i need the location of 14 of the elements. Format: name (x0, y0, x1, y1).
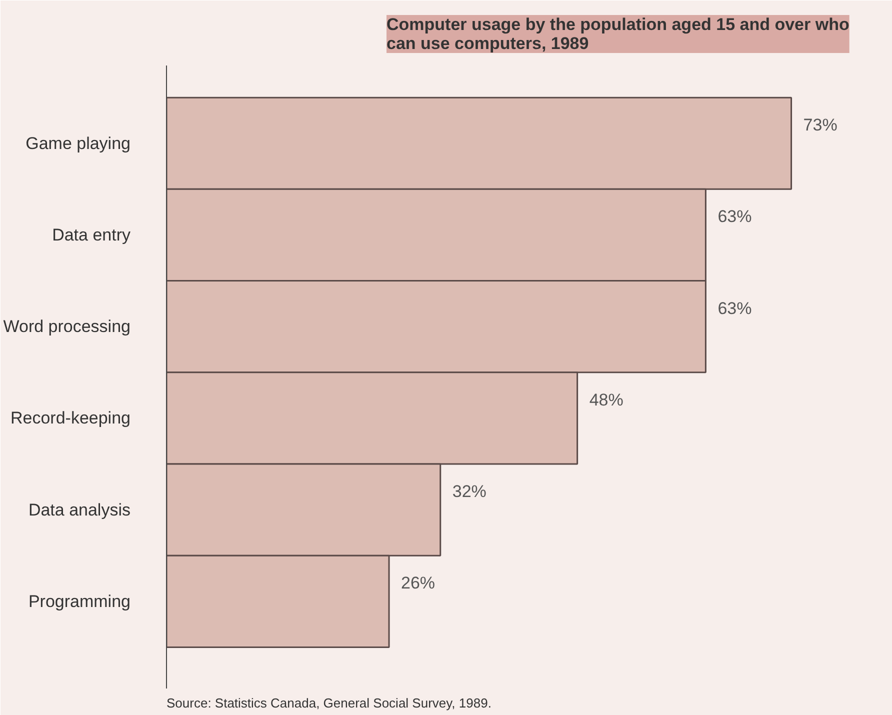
data-label: 63% (718, 207, 752, 226)
chart-title: Computer usage by the population aged 15 and over who can use computers, 1989 (386, 15, 850, 53)
y-tick-label: Programming (28, 592, 131, 611)
source-note: Source: Statistics Canada, General Social Survey, 1989. (166, 696, 492, 710)
y-tick-label: Data entry (52, 225, 131, 244)
y-tick-label: Data analysis (28, 500, 131, 520)
y-tick-label: Record-keeping (10, 408, 131, 428)
data-label: 48% (589, 390, 624, 410)
data-label: 73% (803, 116, 838, 135)
data-label: 32% (452, 482, 486, 502)
y-tick-label: Word processing (3, 317, 131, 336)
y-tick-label: Game playing (26, 134, 130, 153)
data-label: 26% (401, 574, 436, 593)
data-label: 63% (718, 298, 752, 318)
